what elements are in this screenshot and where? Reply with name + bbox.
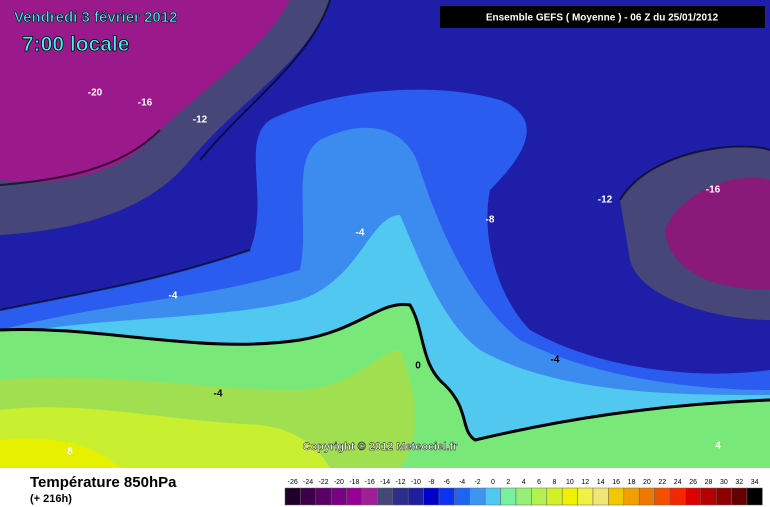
colorbar-label: -12 <box>395 479 405 486</box>
contour-label: -4 <box>214 389 223 400</box>
run-info: Ensemble GEFS ( Moyenne ) - 06 Z du 25/0… <box>486 13 719 24</box>
contour-label: -20 <box>88 88 103 99</box>
colorbar-swatch <box>407 487 424 506</box>
colorbar-label: -18 <box>349 479 359 486</box>
contour-label: -4 <box>169 291 178 302</box>
colorbar-label: 12 <box>581 479 589 486</box>
colorbar-label: 28 <box>705 479 713 486</box>
colorbar-label: -2 <box>474 479 480 486</box>
colorbar-label: -22 <box>318 479 328 486</box>
contour-label: -16 <box>138 98 153 109</box>
colorbar-swatch <box>746 487 763 506</box>
colorbar-swatch <box>685 487 702 506</box>
colorbar-swatch <box>284 487 301 506</box>
colorbar: -26 -24 -22 -20 -18 -16 -14 -12 -10 -8 -6 -4 -2 0 2 4 6 8… <box>284 479 763 506</box>
colorbar-label: 2 <box>506 479 510 486</box>
colorbar-label: 0 <box>491 479 495 486</box>
date: Vendredi 3 février 2012 <box>14 9 177 26</box>
contour-label: -12 <box>598 195 613 206</box>
colorbar-swatch <box>561 487 578 506</box>
colorbar-label: 22 <box>658 479 666 486</box>
colorbar-label: -20 <box>334 479 344 486</box>
colorbar-label: -8 <box>428 479 434 486</box>
run-box <box>440 6 765 28</box>
colorbar-label: 6 <box>537 479 541 486</box>
colorbar-label: 18 <box>628 479 636 486</box>
time: 7:00 locale <box>22 33 129 56</box>
colorbar-swatch <box>315 487 332 506</box>
zero-isotherm <box>0 302 770 442</box>
colorbar-swatch <box>484 487 501 506</box>
colorbar-label: 16 <box>612 479 620 486</box>
colorbar-swatch <box>438 487 455 506</box>
colorbar-label: 10 <box>566 479 574 486</box>
colorbar-label: 30 <box>720 479 728 486</box>
contour-labels: -20 -16 -12 -8 -12 -16 -4 -4 -4 0 -4 8 4 <box>67 88 721 458</box>
band-east-20 <box>665 177 770 290</box>
colorbar-swatch <box>500 487 517 506</box>
contour-label: -16 <box>706 185 721 196</box>
colorbar-swatch <box>546 487 563 506</box>
contour-label: 8 <box>67 447 73 458</box>
colorbar-swatch <box>346 487 363 506</box>
contour-label: 4 <box>715 441 721 452</box>
band-8 <box>0 438 120 468</box>
colorbar-label: -6 <box>444 479 450 486</box>
colorbar-label: 14 <box>597 479 605 486</box>
colorbar-swatch <box>531 487 548 506</box>
colorbar-swatch <box>515 487 532 506</box>
colorbar-swatch <box>623 487 640 506</box>
colorbar-swatch <box>361 487 378 506</box>
lead-time: (+ 216h) <box>30 493 72 505</box>
band-minus20 <box>0 0 290 182</box>
colorbar-swatch <box>638 487 655 506</box>
colorbar-swatch <box>654 487 671 506</box>
colorbar-label: 4 <box>522 479 526 486</box>
colorbar-swatch <box>700 487 717 506</box>
colorbar-label: -4 <box>459 479 465 486</box>
contour-label: -12 <box>193 115 208 126</box>
colorbar-swatch <box>377 487 394 506</box>
colorbar-label: 34 <box>751 479 759 486</box>
colorbar-label: 32 <box>735 479 743 486</box>
colorbar-swatch <box>608 487 625 506</box>
colorbar-swatch <box>715 487 732 506</box>
contour-label: -8 <box>486 215 495 226</box>
colorbar-swatch <box>577 487 594 506</box>
colorbar-label: -26 <box>288 479 298 486</box>
colorbar-swatch <box>469 487 486 506</box>
contour-label: -4 <box>551 355 560 366</box>
colorbar-swatch <box>330 487 347 506</box>
colorbar-swatch <box>731 487 748 506</box>
colorbar-label: 8 <box>553 479 557 486</box>
colorbar-swatch <box>423 487 440 506</box>
field-title: Température 850hPa <box>30 474 177 491</box>
colorbar-swatch <box>669 487 686 506</box>
colorbar-swatch <box>392 487 409 506</box>
contour-label: 0 <box>415 361 421 372</box>
colorbar-label: -16 <box>365 479 375 486</box>
colorbar-label: -14 <box>380 479 390 486</box>
colorbar-label: -24 <box>303 479 313 486</box>
colorbar-label: 20 <box>643 479 651 486</box>
colorbar-label: 24 <box>674 479 682 486</box>
contour-label: -4 <box>356 228 365 239</box>
contour-lines <box>0 0 770 311</box>
colorbar-label: 26 <box>689 479 697 486</box>
colorbar-swatch <box>592 487 609 506</box>
copyright: Copyright © 2012 Meteociel.fr <box>303 441 459 453</box>
colorbar-label: -10 <box>411 479 421 486</box>
colorbar-swatch <box>300 487 317 506</box>
colorbar-swatch <box>454 487 471 506</box>
